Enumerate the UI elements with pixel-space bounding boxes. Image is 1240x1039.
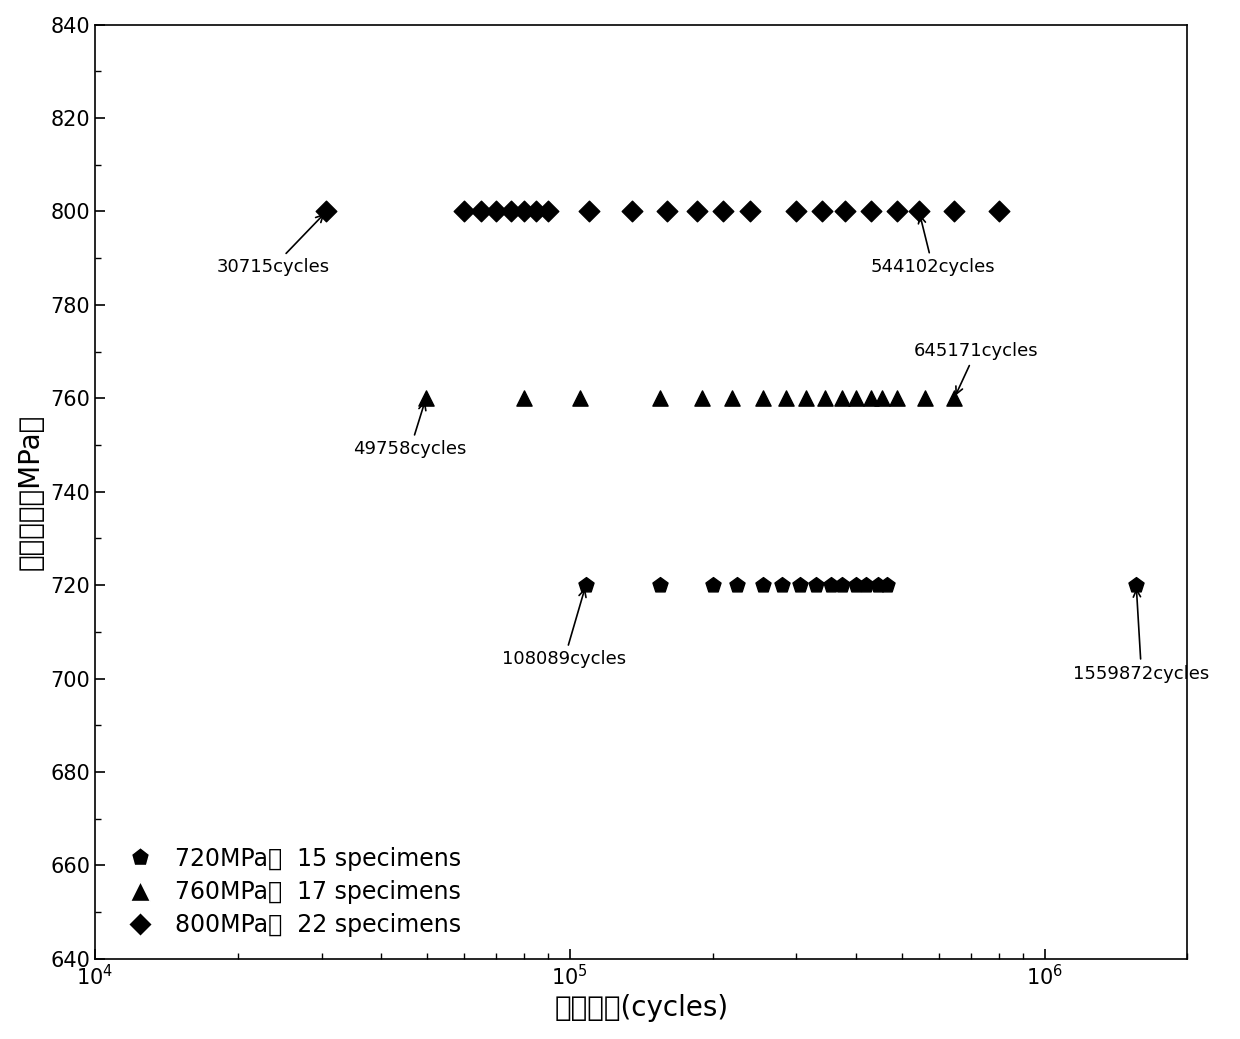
Text: 544102cycles: 544102cycles: [870, 216, 996, 276]
Point: [796, 390, 816, 406]
Point: [570, 390, 590, 406]
Text: 108089cycles: 108089cycles: [502, 589, 626, 668]
Point: [753, 577, 773, 593]
Point: [1126, 577, 1146, 593]
Point: [806, 577, 826, 593]
Point: [786, 204, 806, 220]
Point: [455, 204, 475, 220]
Legend: 720MPa：  15 specimens, 760MPa：  17 specimens, 800MPa：  22 specimens: 720MPa： 15 specimens, 760MPa： 17 specime…: [107, 837, 471, 947]
Point: [812, 204, 832, 220]
Point: [846, 390, 866, 406]
Point: [501, 204, 521, 220]
Point: [486, 204, 506, 220]
Point: [877, 577, 897, 593]
Point: [621, 204, 641, 220]
Point: [988, 204, 1008, 220]
Text: 645171cycles: 645171cycles: [914, 342, 1038, 394]
Point: [657, 204, 677, 220]
Point: [773, 577, 792, 593]
Point: [909, 204, 929, 220]
Point: [868, 577, 888, 593]
Point: [415, 390, 435, 406]
Point: [776, 390, 796, 406]
Point: [945, 204, 965, 220]
Text: 30715cycles: 30715cycles: [216, 215, 330, 276]
Point: [821, 577, 841, 593]
Point: [650, 390, 670, 406]
Point: [513, 390, 533, 406]
X-axis label: 疲劳寿命(cycles): 疲劳寿命(cycles): [554, 994, 728, 1022]
Point: [713, 204, 733, 220]
Point: [579, 204, 599, 220]
Point: [832, 577, 852, 593]
Text: 1559872cycles: 1559872cycles: [1074, 590, 1209, 683]
Point: [538, 204, 558, 220]
Point: [832, 390, 852, 406]
Point: [846, 577, 866, 593]
Point: [513, 204, 533, 220]
Point: [815, 390, 835, 406]
Point: [575, 577, 595, 593]
Text: 49758cycles: 49758cycles: [353, 403, 466, 458]
Point: [888, 390, 908, 406]
Point: [723, 390, 743, 406]
Point: [915, 390, 935, 406]
Point: [727, 577, 746, 593]
Point: [527, 204, 547, 220]
Y-axis label: 应力水平（MPa）: 应力水平（MPa）: [16, 414, 45, 569]
Point: [872, 390, 892, 406]
Point: [856, 577, 875, 593]
Point: [687, 204, 707, 220]
Point: [650, 577, 670, 593]
Point: [945, 390, 965, 406]
Point: [861, 390, 880, 406]
Point: [861, 204, 880, 220]
Point: [835, 204, 854, 220]
Point: [703, 577, 723, 593]
Point: [753, 390, 773, 406]
Point: [692, 390, 712, 406]
Point: [471, 204, 491, 220]
Point: [790, 577, 810, 593]
Point: [316, 204, 336, 220]
Point: [888, 204, 908, 220]
Point: [740, 204, 760, 220]
